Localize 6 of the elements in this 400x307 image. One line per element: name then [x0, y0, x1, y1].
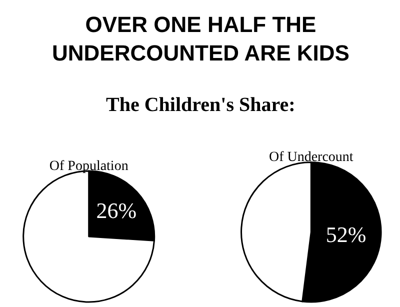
data-label: 26%	[96, 198, 137, 224]
text: The Children's Share:	[106, 94, 296, 116]
text: OVER ONE HALF THE UNDERCOUNTED ARE KIDS	[52, 12, 350, 66]
chart-title: Of Population	[49, 159, 128, 174]
data-label: 52%	[326, 222, 366, 247]
chart-title: Of Undercount	[268, 150, 354, 166]
